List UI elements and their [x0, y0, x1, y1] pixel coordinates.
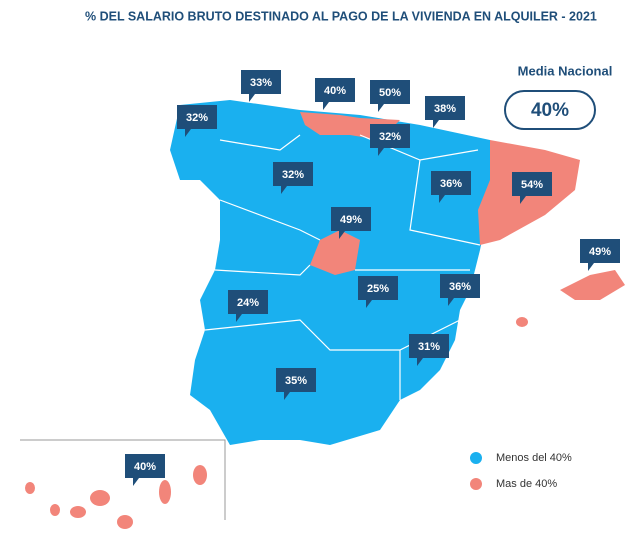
- title: % DEL SALARIO BRUTO DESTINADO AL PAGO DE…: [85, 9, 597, 23]
- region-high: [310, 230, 360, 275]
- legend-swatch: [470, 452, 482, 464]
- canary-islands: [25, 465, 207, 529]
- callout: 49%: [580, 239, 620, 271]
- callout-label: 32%: [379, 131, 401, 143]
- region-high: [516, 317, 528, 327]
- callout: 40%: [315, 78, 355, 110]
- callout-box: [125, 454, 165, 486]
- callout-box: [228, 290, 268, 322]
- callout-label: 31%: [418, 341, 440, 353]
- callout-label: 38%: [434, 103, 456, 115]
- callout: 32%: [177, 105, 217, 137]
- callout: 25%: [358, 276, 398, 308]
- callout-box: [370, 124, 410, 156]
- callout: 36%: [431, 171, 471, 203]
- callout-box: [358, 276, 398, 308]
- callout: 33%: [241, 70, 281, 102]
- callout-label: 50%: [379, 87, 401, 99]
- callout-box: [241, 70, 281, 102]
- national-value: 40%: [531, 100, 569, 121]
- callout: 32%: [370, 124, 410, 156]
- callout: 24%: [228, 290, 268, 322]
- national-label: Media Nacional: [518, 63, 613, 78]
- legend-label: Mas de 40%: [496, 478, 557, 490]
- callout-box: [315, 78, 355, 110]
- region-high: [560, 270, 625, 300]
- callout-box: [425, 96, 465, 128]
- callouts: 33% 40% 50% 38% 32% 32% 32% 36% 54% 49% 49% 24% 25% 3…: [125, 70, 620, 486]
- callout-box: [440, 274, 480, 306]
- callout-box: [580, 239, 620, 271]
- callout-box: [177, 105, 217, 137]
- legend: Menos del 40% Mas de 40%: [470, 452, 572, 490]
- callout-label: 49%: [340, 214, 362, 226]
- national-box: [504, 90, 596, 130]
- callout-box: [331, 207, 371, 239]
- callout-label: 35%: [285, 375, 307, 387]
- callout: 36%: [440, 274, 480, 306]
- callout-label: 33%: [250, 77, 272, 89]
- callout: 54%: [512, 172, 552, 204]
- callout-label: 32%: [282, 169, 304, 181]
- inset-frame: [20, 439, 226, 520]
- legend-label: Menos del 40%: [496, 452, 572, 464]
- callout: 35%: [276, 368, 316, 400]
- callout-label: 32%: [186, 112, 208, 124]
- callout-label: 40%: [324, 85, 346, 97]
- callout-box: [276, 368, 316, 400]
- callout-label: 54%: [521, 179, 543, 191]
- spain-map: [20, 100, 625, 529]
- callout-box: [409, 334, 449, 366]
- callout-box: [273, 162, 313, 194]
- callout-label: 40%: [134, 461, 156, 473]
- callout: 50%: [370, 80, 410, 112]
- callout-box: [512, 172, 552, 204]
- callout-label: 24%: [237, 297, 259, 309]
- callout: 32%: [273, 162, 313, 194]
- callout: 38%: [425, 96, 465, 128]
- legend-swatch: [470, 478, 482, 490]
- callout-box: [431, 171, 471, 203]
- callout-label: 49%: [589, 246, 611, 258]
- callout-label: 25%: [367, 283, 389, 295]
- callout: 31%: [409, 334, 449, 366]
- callout-label: 36%: [440, 178, 462, 190]
- callout: 40%: [125, 454, 165, 486]
- callout: 49%: [331, 207, 371, 239]
- callout-box: [370, 80, 410, 112]
- callout-label: 36%: [449, 281, 471, 293]
